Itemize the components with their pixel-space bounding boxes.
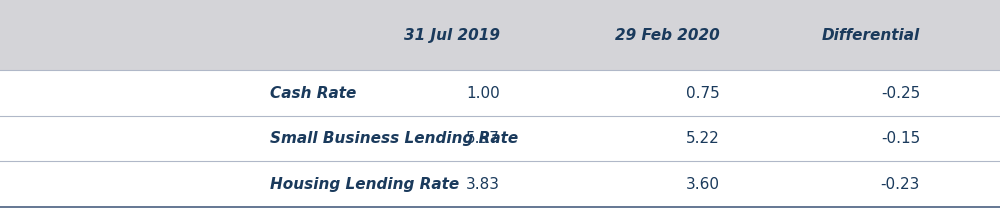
Text: 5.22: 5.22 — [686, 131, 720, 146]
Text: 3.60: 3.60 — [686, 177, 720, 192]
Text: -0.25: -0.25 — [881, 86, 920, 101]
Text: 31 Jul 2019: 31 Jul 2019 — [404, 28, 500, 43]
FancyBboxPatch shape — [0, 0, 1000, 70]
Text: Differential: Differential — [822, 28, 920, 43]
Text: 29 Feb 2020: 29 Feb 2020 — [615, 28, 720, 43]
Text: -0.23: -0.23 — [881, 177, 920, 192]
Text: 0.75: 0.75 — [686, 86, 720, 101]
Text: Small Business Lending Rate: Small Business Lending Rate — [270, 131, 518, 146]
Text: Housing Lending Rate: Housing Lending Rate — [270, 177, 459, 192]
Text: 5.37: 5.37 — [466, 131, 500, 146]
Text: Cash Rate: Cash Rate — [270, 86, 356, 101]
Text: 3.83: 3.83 — [466, 177, 500, 192]
Text: 1.00: 1.00 — [466, 86, 500, 101]
Text: -0.15: -0.15 — [881, 131, 920, 146]
